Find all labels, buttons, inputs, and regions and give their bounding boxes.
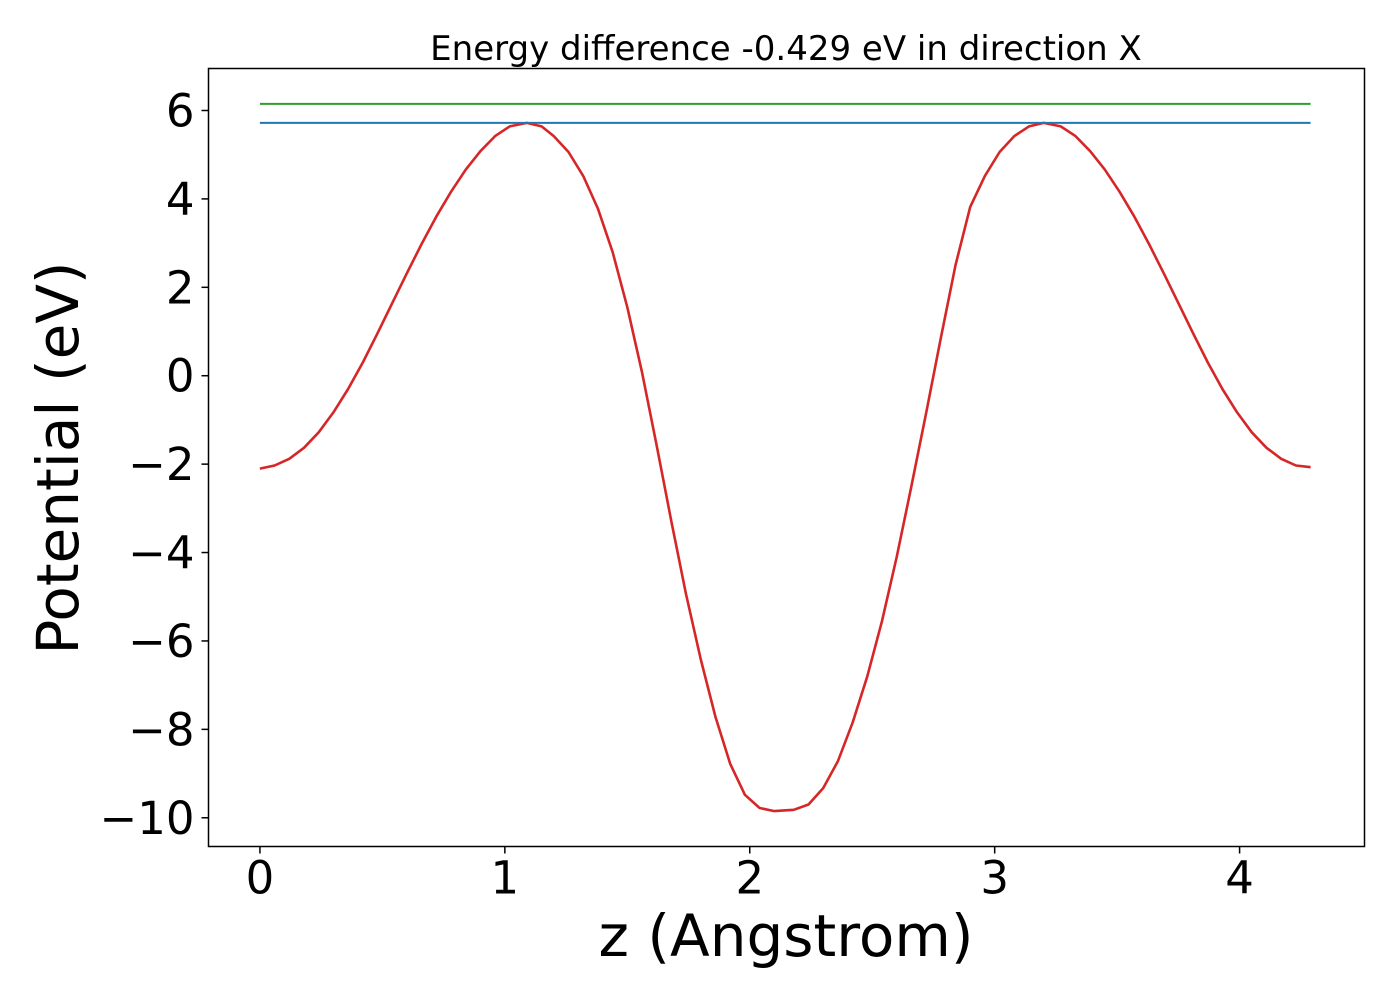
y-tick-label: 4	[166, 173, 195, 226]
x-axis-label: z (Angstrom)	[599, 902, 974, 970]
y-tick-label: 0	[166, 350, 195, 403]
y-tick-label: 6	[166, 84, 195, 137]
y-tick-label: −10	[100, 792, 195, 845]
x-tick-label: 2	[735, 852, 764, 905]
y-axis-label: Potential (eV)	[24, 261, 92, 654]
x-tick-label: 0	[246, 852, 275, 905]
y-tick-label: 2	[166, 261, 195, 314]
x-tick-label: 3	[980, 852, 1009, 905]
series-line-0	[259, 121, 1311, 813]
chart-title: Energy difference -0.429 eV in direction…	[430, 29, 1142, 69]
x-axis: 0 1 2 3 4	[246, 846, 1254, 905]
y-axis: −10 −8 −6 −4 −2 0 2 4 6	[100, 84, 209, 845]
x-tick-label: 1	[491, 852, 520, 905]
plot-frame	[207, 67, 1366, 848]
y-tick-label: −8	[128, 703, 194, 756]
y-tick-label: −2	[128, 438, 194, 491]
y-tick-label: −6	[128, 615, 194, 668]
plot-lines	[259, 102, 1311, 813]
x-tick-label: 4	[1225, 852, 1254, 905]
y-tick-label: −4	[128, 527, 194, 580]
